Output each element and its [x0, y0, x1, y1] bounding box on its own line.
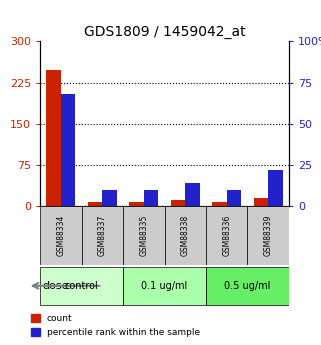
Bar — [227, 190, 241, 206]
Bar — [102, 190, 117, 206]
FancyBboxPatch shape — [40, 267, 123, 305]
Bar — [129, 202, 144, 206]
Bar — [268, 170, 283, 206]
Bar — [144, 190, 158, 206]
FancyBboxPatch shape — [165, 206, 206, 265]
Title: GDS1809 / 1459042_at: GDS1809 / 1459042_at — [84, 25, 245, 39]
FancyBboxPatch shape — [40, 206, 82, 265]
Text: 0.5 ug/ml: 0.5 ug/ml — [224, 281, 271, 291]
Text: GSM88337: GSM88337 — [98, 215, 107, 256]
Bar — [185, 183, 200, 206]
Text: GSM88339: GSM88339 — [264, 215, 273, 256]
Text: dose: dose — [42, 281, 69, 291]
Bar — [88, 202, 102, 206]
Bar — [212, 202, 227, 206]
FancyBboxPatch shape — [123, 206, 165, 265]
FancyBboxPatch shape — [206, 267, 289, 305]
Text: GSM88336: GSM88336 — [222, 215, 231, 256]
FancyBboxPatch shape — [123, 267, 206, 305]
FancyBboxPatch shape — [82, 206, 123, 265]
Text: GSM88334: GSM88334 — [56, 215, 65, 256]
Text: GSM88338: GSM88338 — [181, 215, 190, 256]
Text: GSM88335: GSM88335 — [139, 215, 148, 256]
Bar — [61, 94, 75, 206]
Bar — [254, 198, 268, 206]
Text: 0.1 ug/ml: 0.1 ug/ml — [141, 281, 188, 291]
Bar — [46, 70, 61, 206]
Bar — [171, 199, 185, 206]
FancyBboxPatch shape — [206, 206, 247, 265]
Legend: count, percentile rank within the sample: count, percentile rank within the sample — [27, 310, 204, 341]
FancyBboxPatch shape — [247, 206, 289, 265]
Text: control: control — [65, 281, 99, 291]
